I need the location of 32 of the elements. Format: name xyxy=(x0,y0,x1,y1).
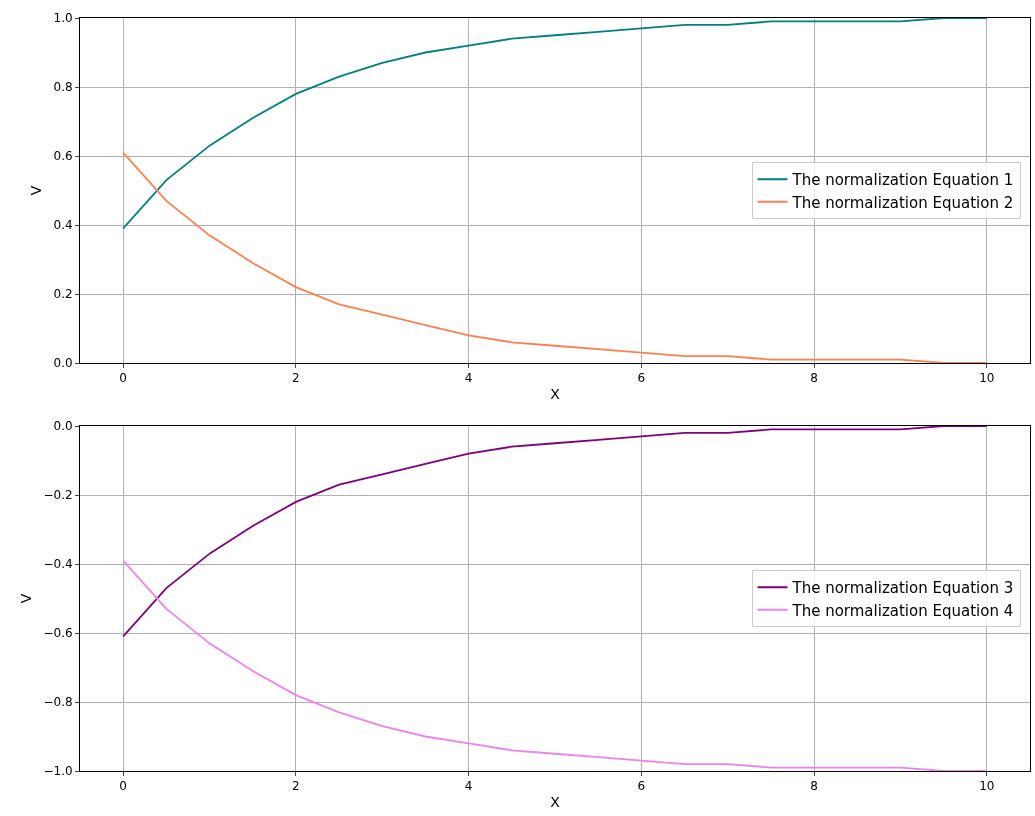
x-tick-label: 4 xyxy=(464,779,473,794)
y-tick-label: 0.4 xyxy=(53,218,73,233)
y-tick-label: −0.4 xyxy=(43,557,73,572)
y-tick-label: −0.2 xyxy=(43,488,73,503)
y-axis-title: V xyxy=(28,185,45,196)
legend-label: The normalization Equation 2 xyxy=(791,193,1014,212)
y-tick-label: −0.8 xyxy=(43,695,73,710)
x-tick-label: 2 xyxy=(292,371,300,386)
legend-label: The normalization Equation 4 xyxy=(791,601,1014,620)
y-tick-label: 0.8 xyxy=(53,80,73,95)
x-tick-label: 0 xyxy=(119,779,127,794)
x-tick-label: 10 xyxy=(979,779,995,794)
y-tick-label: 0.2 xyxy=(53,287,73,302)
x-axis-title: X xyxy=(550,793,561,810)
x-tick-label: 2 xyxy=(292,779,300,794)
y-tick-label: 1.0 xyxy=(53,11,73,26)
x-tick-label: 4 xyxy=(464,371,473,386)
y-tick-label: −0.6 xyxy=(43,626,73,641)
x-tick-label: 8 xyxy=(810,371,818,386)
x-tick-label: 10 xyxy=(979,371,995,386)
y-tick-label: −1.0 xyxy=(43,764,73,779)
x-tick-label: 6 xyxy=(637,779,646,794)
y-tick-label: 0.0 xyxy=(53,419,73,434)
y-tick-label: 0.6 xyxy=(53,149,73,164)
y-axis-title: V xyxy=(18,593,35,604)
x-tick-label: 0 xyxy=(119,371,127,386)
legend-label: The normalization Equation 3 xyxy=(791,579,1014,598)
y-tick-label: 0.0 xyxy=(53,356,73,371)
x-tick-label: 6 xyxy=(637,371,646,386)
x-tick-label: 8 xyxy=(810,779,818,794)
legend-label: The normalization Equation 1 xyxy=(791,171,1014,190)
x-axis-title: X xyxy=(550,385,561,402)
